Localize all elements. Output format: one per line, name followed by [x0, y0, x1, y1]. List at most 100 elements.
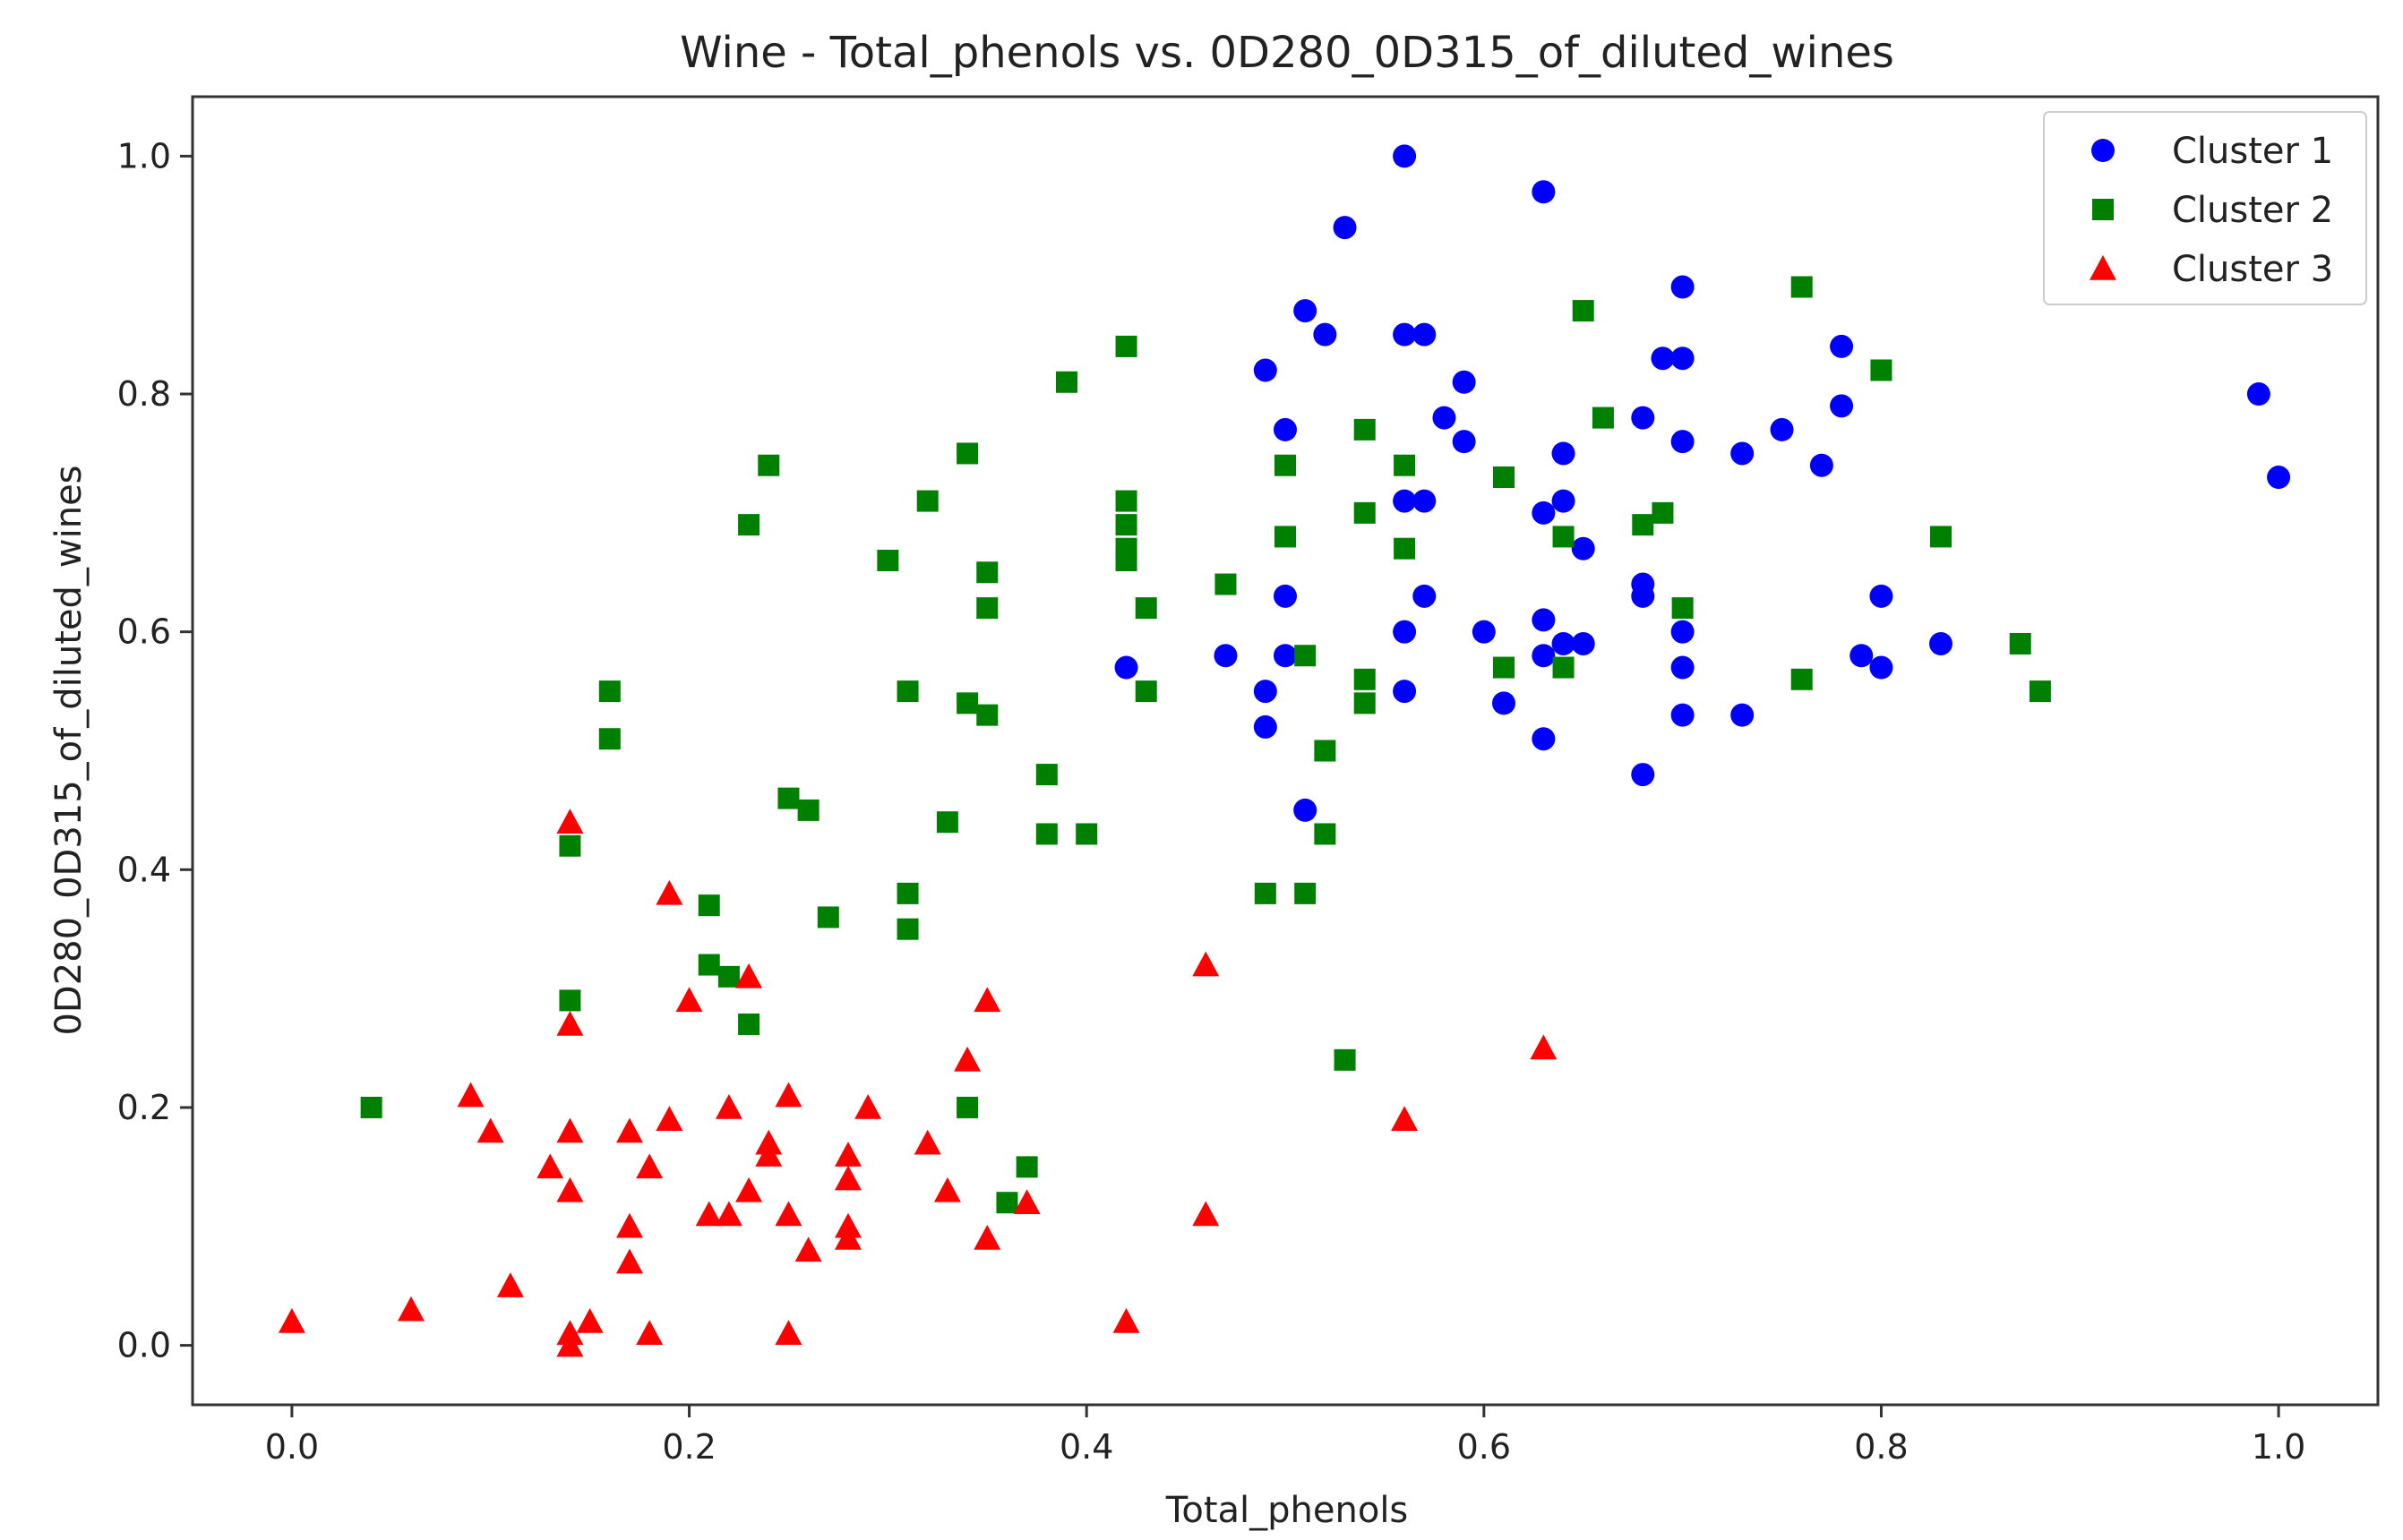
data-point: [1353, 418, 1376, 441]
data-point: [457, 1082, 485, 1108]
legend-box: [2043, 111, 2367, 305]
data-point: [2009, 632, 2031, 654]
data-point: [897, 882, 919, 904]
data-point: [1293, 299, 1317, 323]
data-point: [1214, 573, 1237, 595]
data-point: [1214, 644, 1238, 668]
data-point: [974, 1225, 1001, 1250]
data-point: [914, 1129, 941, 1155]
plot-area-frame: [191, 95, 2380, 1407]
data-point: [1115, 335, 1137, 357]
data-point: [556, 1176, 584, 1202]
data-point: [1115, 514, 1137, 536]
data-point: [775, 1082, 802, 1108]
data-point: [2267, 466, 2291, 490]
data-point: [1651, 346, 1675, 371]
legend-label: Cluster 1: [2172, 131, 2333, 172]
data-point: [1293, 798, 1317, 822]
data-point: [1770, 417, 1794, 441]
data-point: [835, 1142, 862, 1167]
data-point: [1551, 489, 1575, 513]
data-point: [1115, 490, 1137, 512]
data-point: [715, 1093, 742, 1119]
data-point: [1135, 680, 1157, 703]
data-point: [556, 808, 584, 834]
x-tick-label: 0.0: [265, 1427, 319, 1467]
data-point: [1432, 406, 1456, 430]
legend-marker: [2092, 199, 2114, 220]
data-point: [636, 1320, 664, 1346]
data-point: [957, 1096, 979, 1118]
data-point: [2246, 382, 2270, 406]
y-tick-label: 0.0: [117, 1326, 171, 1365]
data-point: [1532, 500, 1556, 525]
data-point: [877, 549, 899, 571]
data-point: [636, 1153, 664, 1179]
legend-label: Cluster 3: [2172, 249, 2333, 290]
data-point: [1192, 1201, 1220, 1227]
data-point: [1016, 1156, 1038, 1178]
data-point: [775, 1201, 802, 1227]
data-point: [1274, 526, 1296, 548]
data-point: [398, 1296, 425, 1322]
data-point: [1353, 668, 1376, 690]
y-axis-label: 0D280_0D315_of_diluted_wines: [48, 465, 90, 1035]
data-point: [1135, 597, 1157, 620]
data-point: [1671, 597, 1694, 620]
data-point: [1730, 441, 1755, 466]
data-point: [1112, 1308, 1140, 1333]
data-point: [854, 1093, 882, 1119]
data-point: [496, 1272, 524, 1297]
data-point: [1631, 572, 1655, 596]
data-point: [556, 1010, 584, 1036]
data-point: [1314, 740, 1336, 762]
data-point: [715, 1201, 742, 1227]
data-point: [1452, 370, 1476, 394]
chart-title: Wine - Total_phenols vs. 0D280_0D315_of_…: [680, 28, 1894, 78]
data-point: [936, 811, 958, 834]
data-point: [835, 1165, 862, 1191]
data-point: [1114, 655, 1138, 680]
data-point: [738, 514, 760, 536]
legend: Cluster 1 Cluster 2 Cluster 3: [2043, 111, 2367, 305]
data-point: [698, 954, 720, 976]
data-point: [1869, 655, 1893, 680]
data-point: [1929, 631, 1952, 655]
x-axis-label: Total_phenols: [1165, 1490, 1409, 1531]
data-point: [1869, 584, 1893, 608]
data-point: [1670, 430, 1695, 454]
data-point: [1353, 501, 1376, 524]
data-point: [954, 1046, 982, 1072]
data-point: [1254, 882, 1276, 904]
data-point: [758, 454, 780, 476]
data-point: [1592, 406, 1614, 429]
data-point: [476, 1117, 504, 1143]
data-point: [735, 1176, 763, 1202]
data-point: [777, 787, 800, 809]
data-point: [1393, 144, 1417, 168]
data-point: [536, 1153, 564, 1179]
x-tick-label: 0.4: [1060, 1427, 1113, 1467]
data-point: [616, 1117, 643, 1143]
data-point: [1394, 537, 1416, 560]
x-tick-label: 0.6: [1457, 1427, 1511, 1467]
data-point: [1930, 526, 1952, 548]
data-point: [1294, 645, 1317, 667]
data-point: [1552, 656, 1575, 679]
y-tick-label: 0.2: [117, 1088, 171, 1127]
data-point: [996, 1192, 1018, 1214]
data-point: [933, 1176, 961, 1202]
data-point: [1192, 951, 1220, 977]
data-point: [735, 962, 763, 988]
data-point: [1294, 882, 1317, 904]
data-point: [835, 1225, 862, 1250]
data-point: [1571, 631, 1595, 655]
y-tick-label: 0.6: [117, 612, 171, 652]
data-point: [1631, 763, 1655, 787]
data-point: [556, 1117, 584, 1143]
data-point: [1472, 620, 1496, 644]
data-point: [794, 1236, 822, 1262]
data-point: [775, 1320, 802, 1346]
